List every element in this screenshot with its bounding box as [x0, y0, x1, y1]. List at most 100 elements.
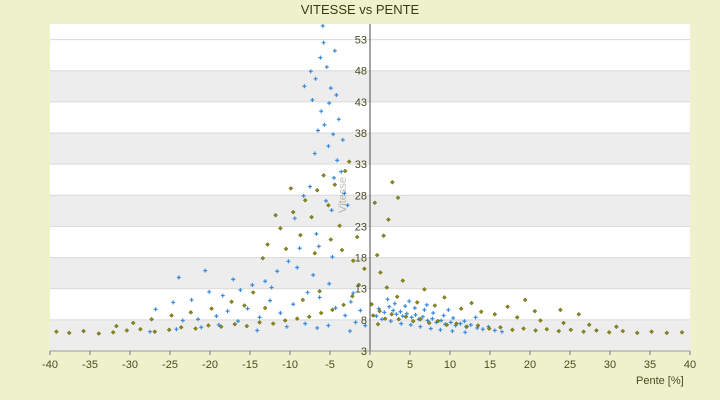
data-point [286, 259, 291, 264]
data-point [290, 209, 296, 215]
data-point [110, 329, 116, 335]
data-point [308, 69, 313, 74]
data-point [275, 269, 280, 274]
data-point [153, 307, 158, 312]
data-point [418, 316, 423, 322]
data-point [257, 319, 262, 325]
data-point [269, 285, 274, 290]
data-point [242, 303, 247, 308]
y-tick-label: 48 [355, 66, 367, 78]
data-point [255, 328, 260, 333]
data-point [301, 193, 306, 198]
axes [49, 24, 691, 355]
data-point [214, 314, 219, 319]
data-point [328, 237, 334, 242]
data-point [324, 64, 329, 69]
data-point [424, 302, 429, 307]
data-point [54, 329, 59, 335]
data-point [374, 314, 379, 319]
data-point [324, 198, 328, 203]
data-point [568, 327, 574, 333]
data-point [391, 308, 396, 313]
data-point [283, 246, 289, 252]
data-point [174, 327, 179, 332]
data-point [606, 329, 612, 335]
data-point [342, 191, 347, 196]
data-point [375, 321, 381, 327]
data-point [394, 294, 400, 300]
x-tick-label: -15 [242, 359, 258, 371]
data-point [149, 316, 154, 322]
data-point [321, 173, 326, 178]
data-point [342, 168, 348, 174]
data-point [189, 297, 194, 302]
x-tick-label: 15 [484, 359, 496, 371]
data-point [300, 297, 306, 303]
data-point [305, 290, 310, 295]
data-point [386, 217, 391, 222]
data-point [561, 320, 566, 326]
data-point [431, 311, 436, 316]
data-point [514, 315, 520, 320]
data-point [403, 314, 409, 320]
data-point [334, 93, 339, 98]
data-point [403, 304, 408, 309]
data-point [468, 322, 473, 327]
data-point [316, 244, 321, 249]
data-point [634, 330, 640, 336]
data-point [332, 175, 336, 180]
data-point [469, 300, 474, 306]
data-point [400, 314, 405, 319]
y-tick-label: 23 [355, 221, 367, 233]
data-point [292, 216, 297, 221]
data-point [448, 320, 453, 325]
chart-title: VITESSE vs PENTE [301, 2, 420, 17]
data-point [313, 76, 318, 81]
data-point [378, 270, 383, 275]
data-point [188, 310, 194, 315]
data-point [458, 306, 464, 311]
data-point [327, 281, 332, 286]
data-point [500, 329, 504, 334]
data-point [268, 298, 272, 303]
data-point [586, 322, 592, 328]
data-point [207, 289, 212, 294]
data-point [388, 319, 393, 324]
data-point [372, 200, 378, 206]
data-point [315, 325, 320, 330]
data-point [425, 318, 430, 323]
data-point [176, 275, 181, 280]
data-point [454, 321, 459, 326]
data-point [412, 306, 417, 311]
data-point [396, 316, 402, 322]
data-point [265, 242, 270, 247]
data-point [288, 186, 294, 191]
data-point [576, 311, 582, 317]
data-point [395, 195, 401, 201]
data-point [225, 309, 230, 314]
data-point [463, 330, 468, 335]
data-point [330, 307, 335, 313]
data-point [171, 300, 176, 305]
data-point [250, 282, 255, 287]
data-point [422, 286, 427, 292]
data-point [389, 311, 394, 317]
data-point [294, 316, 300, 321]
y-tick-label: 8 [361, 315, 367, 327]
data-point [284, 324, 289, 329]
y-tick-label: 28 [355, 190, 367, 202]
data-point [320, 23, 325, 28]
data-point [66, 330, 72, 336]
data-point [422, 307, 427, 312]
x-tick-label: 20 [524, 359, 536, 371]
data-point [329, 208, 334, 213]
data-point [308, 184, 312, 189]
data-point [408, 322, 413, 327]
x-tick-label: -10 [282, 359, 298, 371]
data-point [303, 321, 308, 326]
data-point [358, 308, 363, 313]
data-point [409, 315, 414, 320]
data-point [245, 306, 250, 311]
